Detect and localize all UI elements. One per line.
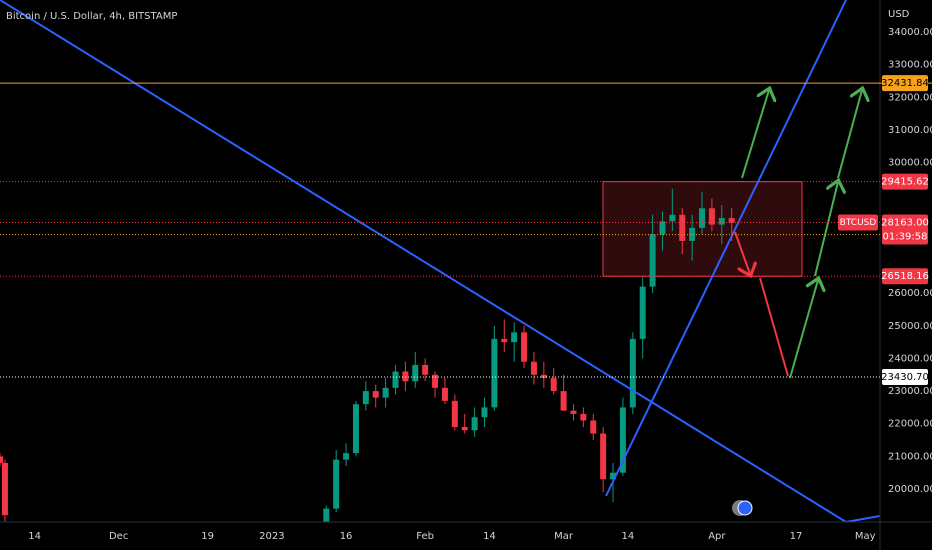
candle-body	[718, 218, 725, 225]
plot-area	[0, 181, 803, 522]
candle-body	[0, 456, 3, 463]
candle-body	[530, 361, 537, 375]
candle-body	[491, 338, 498, 408]
candle-body	[600, 433, 607, 480]
x-tick-label: 14	[483, 531, 496, 542]
candle-body	[511, 332, 518, 343]
candle-body	[501, 338, 508, 343]
candle-body	[441, 387, 448, 401]
trend-line	[0, 0, 847, 522]
symbol-tag	[838, 214, 878, 231]
y-tick-label: 22000.00	[888, 419, 932, 430]
price-tag-label: 26518.16	[881, 271, 929, 282]
arrow	[741, 90, 769, 179]
x-tick-label: 14	[28, 531, 41, 542]
price-tag-label: 28163.00	[881, 218, 929, 229]
candle-body	[610, 472, 617, 480]
candle-body	[352, 404, 359, 454]
y-tick-label: 23000.00	[888, 386, 932, 397]
chart-title: Bitcoin / U.S. Dollar, 4h, BITSTAMP	[6, 11, 177, 22]
candle-body	[550, 378, 557, 392]
price-tag-label: 32431.84	[881, 78, 929, 89]
candle-body	[323, 508, 330, 522]
y-tick-label: 24000.00	[888, 353, 932, 364]
candle-body	[570, 410, 577, 414]
arrow	[789, 280, 818, 379]
candle-body	[1, 462, 8, 516]
price-tag-label: 23430.70	[881, 372, 929, 383]
x-tick-label: 19	[201, 531, 214, 542]
candle-body	[619, 407, 626, 473]
x-tick-label: 16	[340, 531, 353, 542]
event-icon[interactable]	[732, 500, 753, 516]
x-tick-label: 2023	[259, 531, 284, 542]
y-tick-label: 25000.00	[888, 321, 932, 332]
y-tick-label: 31000.00	[888, 125, 932, 136]
arrow	[814, 182, 838, 277]
candle-body	[689, 227, 696, 241]
trend-line	[845, 515, 880, 522]
candle-body	[699, 208, 706, 228]
candle-body	[639, 286, 646, 339]
candle-body	[412, 364, 419, 382]
y-axis-label: USD	[888, 9, 910, 20]
candle-body	[708, 208, 715, 225]
x-tick-label: Mar	[554, 531, 574, 542]
candle-body	[590, 420, 597, 434]
y-tick-label: 30000.00	[888, 158, 932, 169]
x-tick-label: May	[855, 531, 876, 542]
candle-body	[580, 413, 587, 421]
price-tag	[882, 75, 928, 92]
arrow	[759, 277, 789, 377]
x-tick-label: Apr	[708, 531, 726, 542]
candle-body	[481, 407, 488, 418]
candle-body	[402, 371, 409, 382]
candle-body	[343, 453, 350, 460]
candle-body	[382, 387, 389, 398]
candle-body	[629, 338, 636, 408]
candle-body	[728, 218, 735, 223]
price-tag	[882, 268, 928, 285]
candle-body	[362, 391, 369, 405]
price-tag	[882, 173, 928, 190]
candle-body	[451, 400, 458, 428]
x-tick-label: Feb	[416, 531, 434, 542]
candle-body	[560, 391, 567, 411]
candle-body	[372, 391, 379, 398]
x-tick-label: Dec	[109, 531, 128, 542]
y-tick-label: 33000.00	[888, 60, 932, 71]
countdown: 01:39:58	[883, 232, 928, 243]
candle-body	[471, 417, 478, 431]
arrow	[837, 90, 862, 179]
candle-body	[679, 214, 686, 241]
y-tick-label: 26000.00	[888, 288, 932, 299]
x-tick-label: 17	[790, 531, 803, 542]
candle-body	[333, 459, 340, 509]
symbol-label: BTCUSD	[840, 218, 877, 228]
candle-body	[392, 371, 399, 388]
arrow	[734, 231, 750, 274]
candle-body	[659, 221, 666, 235]
candle-body	[521, 332, 528, 362]
candle-body	[432, 374, 439, 388]
y-tick-label: 32000.00	[888, 92, 932, 103]
drawings	[0, 0, 880, 522]
candle-body	[540, 374, 547, 379]
price-tag-label: 29415.62	[881, 177, 929, 188]
y-tick-label: 20000.00	[888, 484, 932, 495]
x-tick-label: 14	[621, 531, 634, 542]
y-tick-label: 34000.00	[888, 27, 932, 38]
price-tag	[882, 214, 928, 245]
trend-line	[605, 0, 847, 497]
y-tick-label: 21000.00	[888, 451, 932, 462]
candle-body	[422, 364, 429, 375]
candle-body	[649, 234, 656, 287]
candle-body	[669, 214, 676, 222]
price-tag	[882, 369, 928, 386]
candle-body	[461, 427, 468, 431]
